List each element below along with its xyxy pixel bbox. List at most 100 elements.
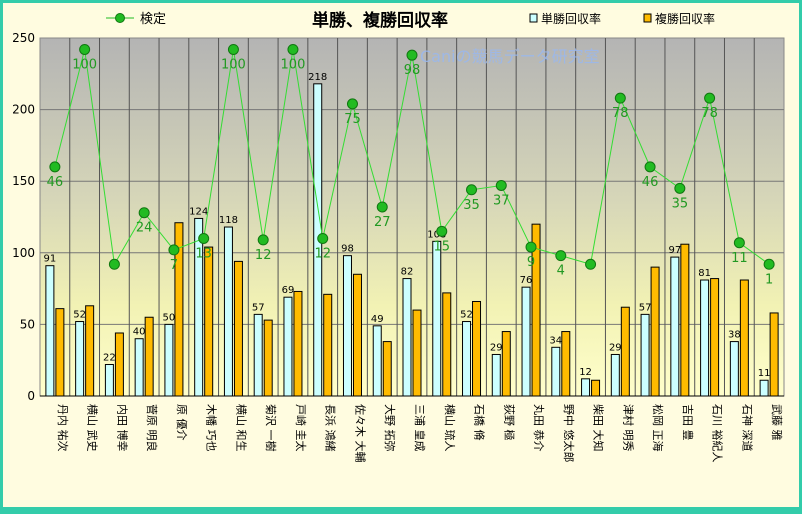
- win-bar: [491, 353, 501, 397]
- win-bar: [640, 313, 650, 397]
- win-bar: [462, 321, 472, 397]
- jockey-name-label: 横山 武史: [86, 404, 100, 452]
- jockey-name-label: 内田 博幸: [115, 404, 129, 452]
- jockey-name-label: 長浜 鴻緒: [324, 404, 338, 452]
- check-marker: [644, 161, 656, 173]
- check-value-label: 75: [344, 112, 361, 127]
- legend-fuku-swatch: [643, 13, 652, 23]
- win-value-label: 124: [189, 206, 208, 217]
- win-value-label: 50: [163, 312, 176, 323]
- place-bar: [710, 278, 720, 397]
- y-tick-label: 250: [12, 31, 35, 45]
- jockey-name-label: 横山 琉人: [443, 404, 457, 452]
- jockey-name-label: 荻野 極: [502, 404, 516, 441]
- win-bar: [45, 265, 55, 397]
- check-value-label: 12: [314, 246, 331, 261]
- check-value-label: 27: [374, 215, 391, 230]
- jockey-name-label: 野中 悠太郎: [562, 404, 576, 463]
- place-bar: [442, 292, 452, 397]
- jockey-name-label: 柴田 大知: [592, 404, 606, 452]
- legend: 検定 単勝回収率 複勝回収率: [106, 11, 715, 27]
- win-value-label: 69: [282, 285, 295, 296]
- place-bar: [204, 246, 214, 397]
- chart-title: 単勝、複勝回収率: [312, 10, 448, 31]
- check-marker: [227, 43, 239, 55]
- check-value-label: 78: [701, 106, 718, 121]
- check-marker: [585, 258, 597, 270]
- x-axis: 丹内 祐次 横山 武史 内田 博幸 菅原 明良 原 優介 木幡 巧也 横山 和生 菊沢 一樹 戸…: [40, 395, 784, 463]
- place-bar: [114, 332, 124, 397]
- y-tick-label: 100: [12, 246, 35, 260]
- bar-series: 9152224050124118576921898498210852297634…: [44, 72, 779, 397]
- check-marker: [763, 258, 775, 270]
- jockey-name-label: 木幡 巧也: [205, 404, 219, 452]
- place-bar: [323, 293, 333, 397]
- jockey-name-label: 横山 和生: [234, 404, 248, 452]
- check-marker: [555, 250, 567, 262]
- check-value-label: 35: [463, 198, 480, 213]
- place-bar: [739, 279, 749, 397]
- jockey-name-label: 大野 拓弥: [383, 404, 397, 452]
- plot-area: [39, 37, 785, 397]
- win-value-label: 34: [549, 335, 562, 346]
- win-bar: [134, 338, 144, 397]
- place-bar: [352, 273, 362, 397]
- jockey-name-label: 菅原 明良: [145, 404, 159, 452]
- win-value-label: 40: [133, 327, 146, 338]
- check-value-label: 11: [731, 251, 748, 266]
- check-marker: [346, 98, 358, 110]
- check-marker: [733, 237, 745, 249]
- gridlines: [40, 38, 784, 396]
- place-bar: [233, 260, 243, 397]
- win-value-label: 52: [460, 310, 473, 321]
- y-tick-label: 0: [27, 389, 35, 403]
- win-value-label: 52: [73, 310, 86, 321]
- win-bar: [670, 256, 680, 397]
- win-bar: [75, 321, 85, 397]
- win-bar: [164, 323, 174, 397]
- win-bar: [581, 378, 591, 397]
- win-bar: [104, 363, 114, 397]
- check-marker: [257, 234, 269, 246]
- jockey-name-label: 佐々木 大輔: [353, 404, 367, 463]
- check-marker: [495, 179, 507, 191]
- win-bar: [610, 353, 620, 397]
- place-bar: [561, 331, 571, 397]
- y-tick-label: 200: [12, 103, 35, 117]
- check-value-label: 4: [557, 264, 565, 279]
- jockey-name-label: 武藤 雅: [770, 404, 784, 441]
- win-bar: [729, 341, 739, 397]
- check-marker: [287, 43, 299, 55]
- legend-tan-label: 単勝回収率: [541, 11, 601, 26]
- win-bar: [759, 379, 769, 397]
- win-value-label: 22: [103, 352, 116, 363]
- place-bar: [472, 300, 482, 397]
- win-value-label: 57: [639, 302, 652, 313]
- place-bar: [144, 316, 154, 397]
- y-tick-label: 150: [12, 174, 35, 188]
- jockey-name-label: 丸田 恭介: [532, 404, 545, 452]
- check-marker: [674, 182, 686, 194]
- legend-check-label: 検定: [140, 12, 166, 27]
- check-value-label: 46: [47, 175, 64, 190]
- check-marker: [466, 184, 478, 196]
- place-bar: [591, 379, 601, 397]
- win-value-label: 118: [219, 215, 238, 226]
- win-bar: [194, 217, 204, 397]
- win-bar: [283, 296, 293, 397]
- win-value-label: 38: [728, 330, 741, 341]
- win-bar: [700, 279, 710, 397]
- jockey-name-label: 津村 明秀: [621, 404, 635, 452]
- win-value-label: 76: [520, 275, 533, 286]
- place-bar: [680, 243, 690, 397]
- jockey-name-label: 丹内 祐次: [56, 404, 70, 452]
- win-value-label: 108: [427, 229, 446, 240]
- jockey-name-label: 原 優介: [175, 404, 188, 441]
- jockey-name-label: 松岡 正海: [651, 404, 665, 452]
- check-marker: [138, 207, 150, 219]
- place-bar: [620, 306, 630, 397]
- jockey-name-label: 菊沢 一樹: [264, 404, 278, 452]
- win-value-label: 82: [401, 267, 414, 278]
- jockey-name-label: 吉田 豊: [681, 404, 694, 441]
